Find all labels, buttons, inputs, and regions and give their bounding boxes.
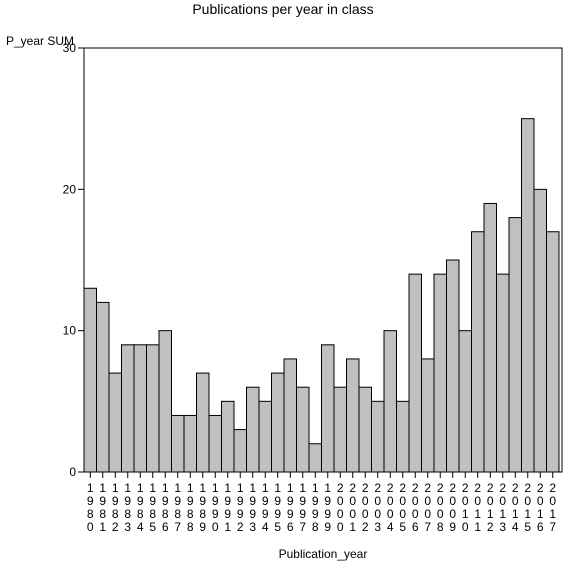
bar-1984: [133, 344, 147, 473]
x-axis-label: Publication_year: [279, 547, 368, 561]
y-axis-label: P_year SUM: [6, 34, 74, 48]
bars-group: [83, 118, 560, 473]
bar-1986: [158, 330, 172, 473]
bar-1993: [246, 386, 260, 473]
bar-1999: [321, 344, 335, 473]
bar-2017: [546, 231, 560, 473]
plot-frame: [83, 47, 563, 473]
y-tick-label: 20: [63, 182, 77, 196]
bar-1983: [121, 344, 135, 473]
bar-2015: [521, 118, 535, 473]
bar-2016: [533, 188, 547, 473]
bar-2002: [358, 386, 372, 473]
bar-2009: [446, 259, 460, 473]
bar-1998: [308, 443, 322, 473]
bar-1992: [233, 429, 247, 473]
y-tick-label: 0: [69, 465, 76, 479]
bar-1994: [258, 400, 272, 473]
bar-1981: [96, 301, 110, 473]
bar-1987: [171, 414, 185, 473]
bar-1982: [108, 372, 122, 473]
bar-1980: [83, 287, 97, 473]
bar-2013: [496, 273, 510, 473]
bar-1996: [283, 358, 297, 473]
y-axis: 0 10 20 30: [63, 41, 84, 479]
bar-2012: [483, 202, 497, 473]
bar-1989: [196, 372, 210, 473]
bar-1990: [208, 414, 222, 473]
y-tick-label: 30: [63, 41, 77, 55]
bar-2007: [421, 358, 435, 473]
bar-2011: [471, 231, 485, 473]
bar-2006: [408, 273, 422, 473]
bar-2001: [346, 358, 360, 473]
bar-2010: [458, 330, 472, 473]
chart-title: Publications per year in class: [192, 1, 373, 17]
bar-2000: [333, 386, 347, 473]
bar-2014: [508, 217, 522, 473]
bar-1988: [183, 414, 197, 473]
bar-2008: [433, 273, 447, 473]
bar-1991: [221, 400, 235, 473]
bar-1997: [296, 386, 310, 473]
bar-1985: [146, 344, 160, 473]
bar-2005: [396, 400, 410, 473]
bar-1995: [271, 372, 285, 473]
x-axis: 1 9 8 0 1 9 8 1 1 9 8 2 1 9 8 3 1 9 8 4 1 9 8 5 1 9 8 6 1 9 8 7 1 9 8 8 1 9 8 9…: [87, 472, 556, 534]
bar-2004: [383, 330, 397, 473]
bar-2003: [371, 400, 385, 473]
y-tick-label: 10: [63, 324, 77, 338]
